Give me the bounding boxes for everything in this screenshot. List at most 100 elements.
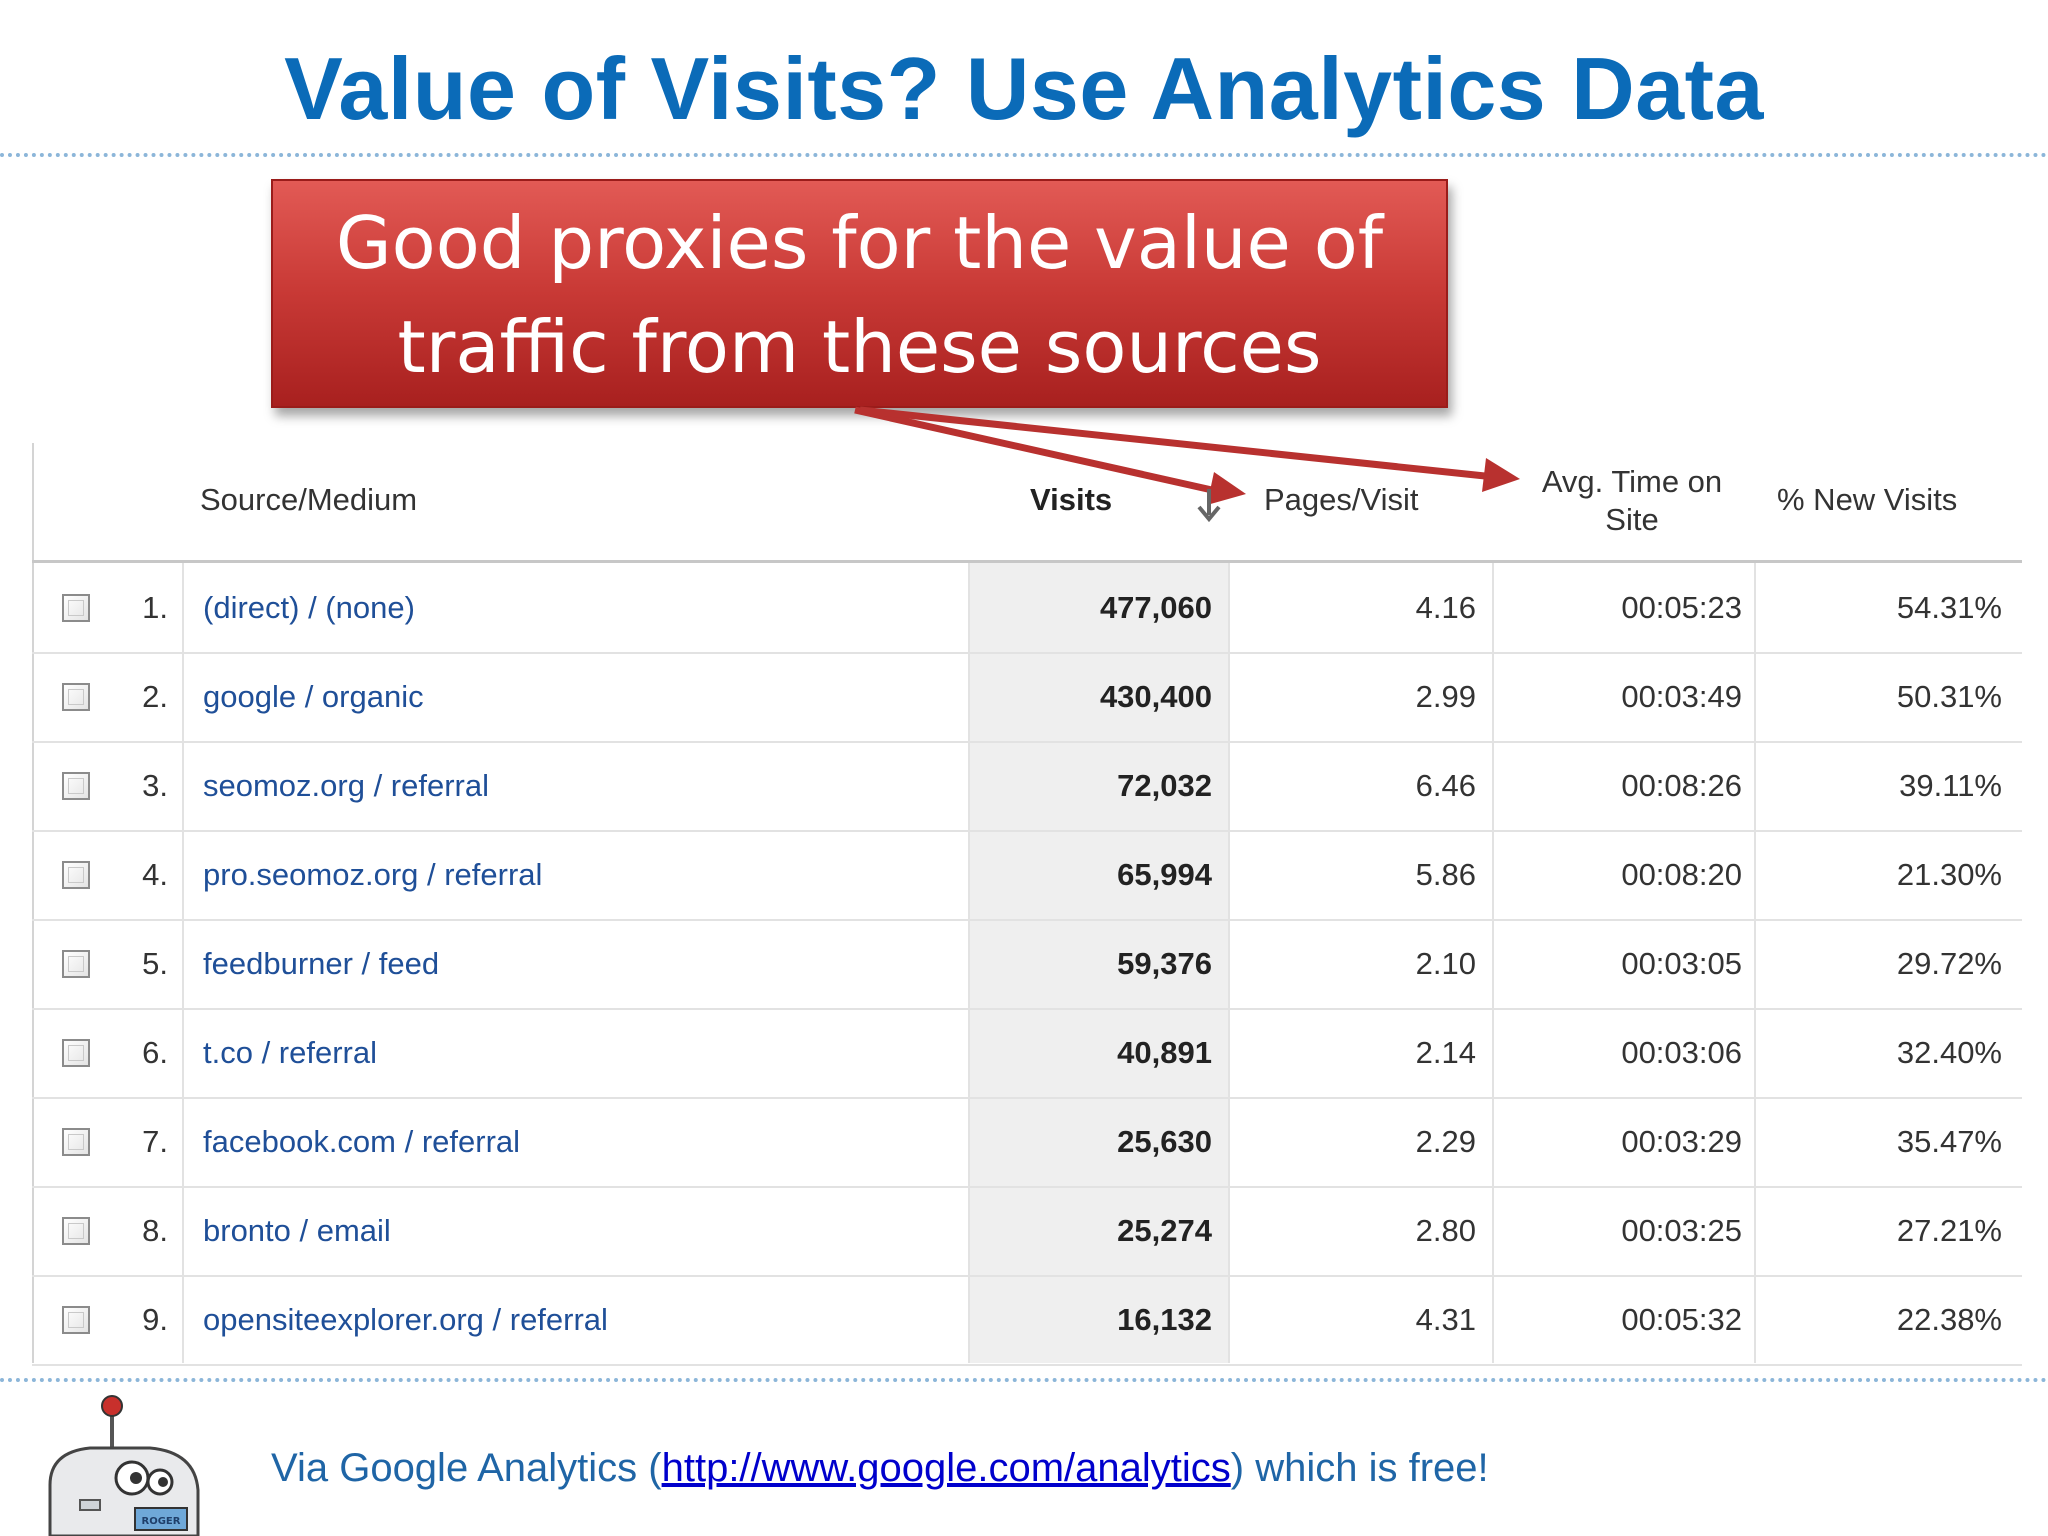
pages-per-visit-value: 4.31	[1415, 1302, 1476, 1337]
new-visits-value: 32.40%	[1896, 1035, 2002, 1070]
visits-value: 59,376	[1117, 946, 1212, 981]
row-index: 4.	[142, 857, 168, 892]
column-divider	[1754, 563, 1756, 1363]
sort-descending-icon[interactable]	[1192, 485, 1226, 525]
new-visits-value: 29.72%	[1896, 946, 2002, 981]
avg-time-value: 00:03:25	[1621, 1213, 1742, 1248]
row-index: 7.	[142, 1124, 168, 1159]
visits-value: 16,132	[1117, 1302, 1212, 1337]
visits-value: 25,274	[1117, 1213, 1212, 1248]
avg-time-value: 00:08:20	[1621, 857, 1742, 892]
column-divider	[1228, 563, 1230, 1363]
header-pages-per-visit[interactable]: Pages/Visit	[1264, 482, 1419, 517]
source-medium-link[interactable]: facebook.com / referral	[203, 1124, 521, 1159]
visits-value: 65,994	[1117, 857, 1212, 892]
column-divider	[1492, 563, 1494, 1363]
table-row: 3. seomoz.org / referral 72,032 6.46 00:…	[32, 741, 2022, 832]
row-index: 9.	[142, 1302, 168, 1337]
table-row: 8. bronto / email 25,274 2.80 00:03:25 2…	[32, 1186, 2022, 1277]
pages-per-visit-value: 2.14	[1415, 1035, 1476, 1070]
table-row: 6. t.co / referral 40,891 2.14 00:03:06 …	[32, 1008, 2022, 1099]
visits-value: 430,400	[1099, 679, 1212, 714]
header-avg-time-on-site[interactable]: Avg. Time on Site	[1532, 463, 1732, 539]
avg-time-value: 00:03:05	[1621, 946, 1742, 981]
row-index: 5.	[142, 946, 168, 981]
checkbox-icon[interactable]	[62, 683, 90, 711]
row-index: 3.	[142, 768, 168, 803]
pages-per-visit-value: 6.46	[1415, 768, 1476, 803]
table-row: 2. google / organic 430,400 2.99 00:03:4…	[32, 652, 2022, 743]
table-header: Source/Medium Visits Pages/Visit Avg. Ti…	[32, 443, 2022, 563]
source-medium-link[interactable]: seomoz.org / referral	[203, 768, 489, 803]
source-medium-link[interactable]: opensiteexplorer.org / referral	[203, 1302, 608, 1337]
footer-suffix: ) which is free!	[1230, 1446, 1489, 1490]
footer-prefix: Via Google Analytics (	[271, 1446, 662, 1490]
new-visits-value: 54.31%	[1896, 590, 2002, 625]
checkbox-icon[interactable]	[62, 1039, 90, 1067]
robot-mascot-icon: ROGER	[48, 1395, 200, 1536]
header-new-visits[interactable]: % New Visits	[1777, 482, 1958, 517]
source-medium-link[interactable]: pro.seomoz.org / referral	[203, 857, 543, 892]
visits-value: 72,032	[1117, 768, 1212, 803]
source-medium-link[interactable]: (direct) / (none)	[203, 590, 415, 625]
new-visits-value: 50.31%	[1896, 679, 2002, 714]
avg-time-value: 00:08:26	[1621, 768, 1742, 803]
column-divider	[182, 563, 184, 1363]
row-index: 6.	[142, 1035, 168, 1070]
table-left-border	[32, 443, 34, 1363]
footer-note: Via Google Analytics (http://www.google.…	[271, 1442, 1489, 1494]
callout-line-2: traffic from these sources	[397, 305, 1322, 389]
pages-per-visit-value: 4.16	[1415, 590, 1476, 625]
new-visits-value: 21.30%	[1896, 857, 2002, 892]
visits-value: 477,060	[1099, 590, 1212, 625]
avg-time-value: 00:05:23	[1621, 590, 1742, 625]
table-row: 5. feedburner / feed 59,376 2.10 00:03:0…	[32, 919, 2022, 1010]
checkbox-icon[interactable]	[62, 1217, 90, 1245]
mascot-badge-text: ROGER	[142, 1516, 181, 1527]
row-index: 2.	[142, 679, 168, 714]
table-row: 4. pro.seomoz.org / referral 65,994 5.86…	[32, 830, 2022, 921]
checkbox-icon[interactable]	[62, 1128, 90, 1156]
table-row: 7. facebook.com / referral 25,630 2.29 0…	[32, 1097, 2022, 1188]
column-divider	[968, 563, 970, 1363]
checkbox-icon[interactable]	[62, 772, 90, 800]
callout-box: Good proxies for the value of traffic fr…	[271, 179, 1448, 408]
new-visits-value: 27.21%	[1896, 1213, 2002, 1248]
visits-column-highlight	[968, 563, 1228, 1363]
avg-time-value: 00:05:32	[1621, 1302, 1742, 1337]
source-medium-link[interactable]: google / organic	[203, 679, 424, 714]
avg-time-value: 00:03:29	[1621, 1124, 1742, 1159]
new-visits-value: 22.38%	[1896, 1302, 2002, 1337]
visits-value: 40,891	[1117, 1035, 1212, 1070]
checkbox-icon[interactable]	[62, 950, 90, 978]
pages-per-visit-value: 5.86	[1415, 857, 1476, 892]
header-avg-time-line-1: Avg. Time on	[1541, 464, 1723, 499]
avg-time-value: 00:03:49	[1621, 679, 1742, 714]
header-visits[interactable]: Visits	[1030, 482, 1113, 517]
header-avg-time-line-2: Site	[1605, 502, 1659, 537]
pages-per-visit-value: 2.99	[1415, 679, 1476, 714]
source-medium-link[interactable]: t.co / referral	[203, 1035, 377, 1070]
row-index: 1.	[142, 590, 168, 625]
checkbox-icon[interactable]	[62, 1306, 90, 1334]
checkbox-icon[interactable]	[62, 861, 90, 889]
checkbox-icon[interactable]	[62, 594, 90, 622]
new-visits-value: 39.11%	[1899, 768, 2002, 803]
new-visits-value: 35.47%	[1896, 1124, 2002, 1159]
source-medium-link[interactable]: feedburner / feed	[203, 946, 440, 981]
callout-line-1: Good proxies for the value of	[335, 201, 1384, 285]
table-row: 9. opensiteexplorer.org / referral 16,13…	[32, 1275, 2022, 1366]
visits-value: 25,630	[1117, 1124, 1212, 1159]
pages-per-visit-value: 2.80	[1415, 1213, 1476, 1248]
google-analytics-link[interactable]: http://www.google.com/analytics	[661, 1446, 1231, 1490]
source-medium-link[interactable]: bronto / email	[203, 1213, 391, 1248]
table-row: 1. (direct) / (none) 477,060 4.16 00:05:…	[32, 563, 2022, 654]
row-index: 8.	[142, 1213, 168, 1248]
top-divider	[0, 153, 2048, 157]
avg-time-value: 00:03:06	[1621, 1035, 1742, 1070]
analytics-table: Source/Medium Visits Pages/Visit Avg. Ti…	[32, 443, 2022, 1366]
header-source-medium[interactable]: Source/Medium	[200, 482, 418, 517]
pages-per-visit-value: 2.10	[1415, 946, 1476, 981]
page-title: Value of Visits? Use Analytics Data	[284, 39, 1764, 138]
bottom-divider	[0, 1378, 2048, 1382]
